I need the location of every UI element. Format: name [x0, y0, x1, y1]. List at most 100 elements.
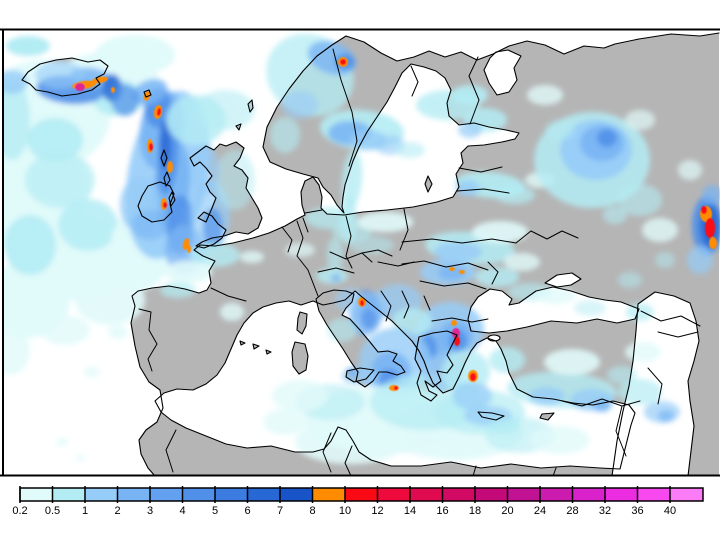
precip-spot [163, 202, 167, 208]
colorbar-segment [117, 488, 150, 501]
precip-blob [655, 252, 675, 268]
colorbar-label: 8 [309, 505, 315, 517]
precip-blob [574, 300, 606, 316]
precip-blob [472, 221, 528, 243]
precip-blob [544, 349, 600, 375]
colorbar-label: 7 [277, 505, 283, 517]
precip-blob [4, 215, 56, 275]
colorbar-label: 32 [599, 505, 611, 517]
colorbar-segment [280, 488, 313, 501]
precip-spot [470, 373, 476, 381]
colorbar-segment [377, 488, 410, 501]
precip-spot [187, 245, 191, 253]
colorbar-segment [637, 488, 670, 501]
precip-blob [597, 129, 617, 147]
colorbar-label: 40 [664, 505, 676, 517]
precip-blob [190, 243, 240, 267]
colorbar-label: 16 [436, 505, 448, 517]
precip-blob [488, 418, 520, 434]
colorbar-segment [572, 488, 605, 501]
precip-blob [270, 117, 300, 153]
colorbar-label: 36 [631, 505, 643, 517]
precip-blob [607, 366, 637, 384]
precip-spot [143, 91, 151, 101]
island-coastlines [21, 57, 555, 421]
precip-blob [434, 242, 482, 262]
map-area [3, 32, 720, 476]
precip-blob [111, 84, 139, 116]
precip-blob [489, 347, 525, 373]
precip-blob [678, 160, 702, 180]
precip-blob [625, 342, 661, 362]
precip-blob [658, 410, 674, 422]
precip-spot [459, 270, 465, 274]
colorbar-segment [475, 488, 508, 501]
colorbar-label: 28 [566, 505, 578, 517]
precip-spot [709, 237, 717, 249]
precipitation-layer [3, 33, 720, 464]
colorbar-segment [215, 488, 248, 501]
precip-spot [449, 267, 455, 271]
precip-blob [504, 253, 540, 271]
precip-blob [3, 80, 30, 160]
colorbar-label: 0.5 [45, 505, 60, 517]
precip-blob [263, 409, 307, 435]
precip-blob [593, 400, 611, 412]
precip-blob [327, 237, 343, 273]
precip-blob [545, 120, 575, 140]
precip-blob [25, 152, 95, 208]
coastline-layer [21, 32, 720, 476]
colorbar-label: 4 [179, 505, 185, 517]
precip-blob [458, 122, 482, 138]
precip-spot [454, 336, 460, 346]
precip-blob [702, 185, 720, 205]
colorbar-label: 5 [212, 505, 218, 517]
colorbar-segment [150, 488, 183, 501]
precip-blob [361, 309, 377, 329]
precip-blob [3, 70, 28, 94]
colorbar-label: 0.2 [12, 505, 27, 517]
precip-spot [75, 83, 85, 91]
precip-blob [618, 184, 662, 216]
colorbar-legend: 0.2 0.5 1 2 3 4 5 6 7 8 10 12 14 16 18 20 24 28 32 36 40 [12, 486, 704, 517]
colorbar-segment [410, 488, 443, 501]
precip-blob [357, 212, 413, 232]
precip-spot [156, 108, 162, 116]
precip-blob [75, 275, 145, 325]
precip-blob [527, 85, 563, 105]
colorbar-segment [20, 488, 53, 501]
precip-spot [167, 161, 173, 173]
colorbar-label: 3 [147, 505, 153, 517]
colorbar-segment [52, 488, 85, 501]
precip-blob [95, 35, 175, 75]
colorbar-segment [507, 488, 540, 501]
precip-blob [395, 142, 425, 158]
precip-spot [360, 300, 364, 306]
precip-blob [108, 325, 128, 339]
colorbar-segment [605, 488, 638, 501]
precip-blob [282, 91, 318, 119]
precip-blob [220, 303, 244, 321]
precip-blob [438, 266, 466, 280]
colorbar-label: 10 [339, 505, 351, 517]
precip-blob [341, 150, 363, 210]
precip-blob [215, 150, 255, 210]
country-borders [138, 48, 701, 476]
precip-blob [603, 206, 627, 224]
colorbar-segment [312, 488, 345, 501]
colorbar-segment [345, 488, 378, 501]
colorbar-segment [247, 488, 280, 501]
precip-spot [340, 59, 346, 65]
precip-spot [394, 386, 398, 390]
precip-blob [3, 325, 30, 375]
precip-spot [701, 206, 707, 214]
precip-blob [625, 110, 655, 130]
colorbar-label: 18 [469, 505, 481, 517]
precip-blob [452, 382, 492, 410]
heavy-precipitation-spots [72, 57, 717, 391]
precip-blob [159, 120, 171, 170]
precip-blob [350, 236, 394, 254]
precip-blob [335, 288, 365, 312]
precip-blob [203, 208, 223, 248]
